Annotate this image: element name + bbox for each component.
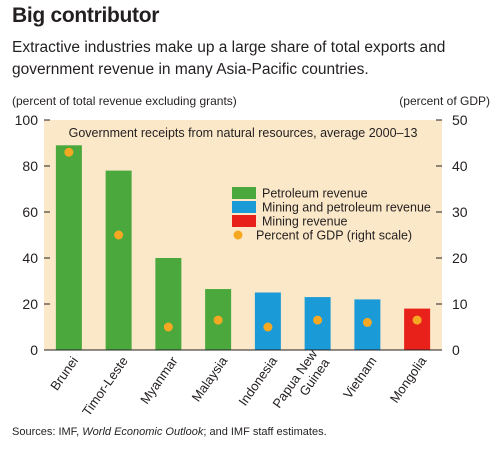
left-tick-label: 40 (22, 250, 38, 266)
legend-swatch (232, 201, 256, 213)
right-tick-label: 40 (452, 158, 468, 174)
left-tick-label: 60 (22, 204, 38, 220)
source-prefix: Sources: IMF, (12, 426, 83, 438)
category-label: Myanmar (137, 353, 181, 407)
gdp-point (163, 322, 173, 332)
left-tick-label: 100 (15, 112, 39, 128)
chart-title: Big contributor (12, 4, 160, 27)
inner-chart-title: Government receipts from natural resourc… (69, 126, 418, 140)
gdp-point (64, 147, 74, 157)
bar (105, 170, 132, 350)
left-tick-label: 20 (22, 296, 38, 312)
right-tick-label: 20 (452, 250, 468, 266)
legend-label: Mining and petroleum revenue (262, 201, 431, 215)
source-suffix: ; and IMF staff estimates. (203, 426, 327, 438)
category-label: Vietnam (340, 354, 380, 401)
category-label-line: Mongolia (387, 353, 430, 405)
source-italic: World Economic Outlook (82, 426, 204, 438)
legend-swatch (232, 215, 256, 227)
right-tick-label: 30 (452, 204, 468, 220)
legend-marker (233, 230, 243, 240)
left-tick-label: 0 (30, 342, 38, 358)
gdp-point (263, 322, 273, 332)
right-tick-label: 10 (452, 296, 468, 312)
bar (55, 145, 82, 350)
category-label-line: Malaysia (189, 353, 231, 404)
legend-swatch (232, 187, 256, 199)
bar (254, 292, 281, 350)
category-label-line: Myanmar (137, 353, 181, 407)
category-label-line: Brunei (47, 354, 81, 393)
gdp-point (362, 317, 372, 327)
category-label: Papua NewGuinea (269, 346, 333, 419)
gdp-point (213, 315, 223, 325)
category-label: Timor-Leste (79, 354, 131, 419)
bar (404, 308, 431, 350)
left-axis-unit: (percent of total revenue excluding gran… (12, 94, 237, 108)
legend-label: Percent of GDP (right scale) (256, 229, 412, 243)
chart-subtitle: Extractive industries make up a large sh… (12, 39, 446, 78)
category-label-line: Timor-Leste (79, 354, 131, 419)
right-axis-unit: (percent of GDP) (399, 94, 490, 108)
legend-label: Petroleum revenue (262, 187, 368, 201)
legend-label: Mining revenue (262, 215, 348, 229)
gdp-point (114, 230, 124, 240)
category-label: Mongolia (387, 353, 430, 405)
bar (155, 258, 182, 350)
left-tick-label: 80 (22, 158, 38, 174)
gdp-point (313, 315, 323, 325)
category-label: Brunei (47, 354, 81, 393)
gdp-point (412, 315, 422, 325)
right-tick-label: 0 (452, 342, 460, 358)
category-label-line: Vietnam (340, 354, 380, 401)
right-tick-label: 50 (452, 112, 468, 128)
source-note: Sources: IMF, World Economic Outlook; an… (12, 426, 327, 438)
category-label: Malaysia (189, 353, 231, 404)
